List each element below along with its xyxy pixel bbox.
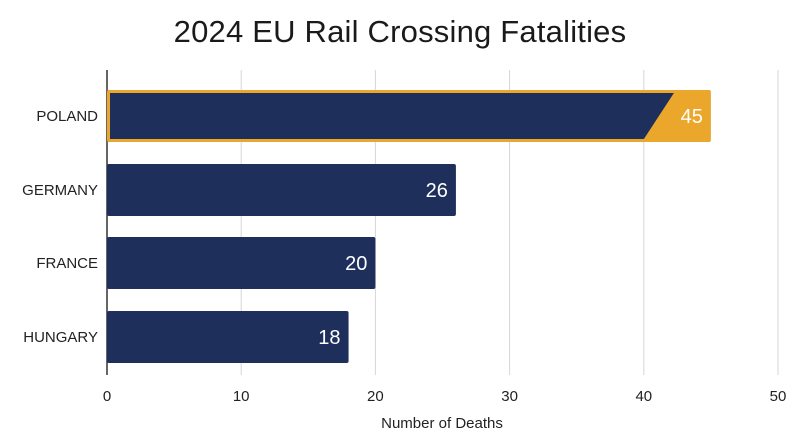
bar-layer [107, 90, 711, 363]
category-label-france: FRANCE [36, 255, 98, 272]
bar-hungary [107, 311, 349, 363]
x-tick-label-50: 50 [770, 388, 787, 405]
chart-title: 2024 EU Rail Crossing Fatalities [173, 14, 627, 49]
category-label-hungary: HUNGARY [23, 329, 98, 346]
value-label-france: 20 [345, 253, 367, 275]
bar-france [107, 237, 376, 289]
category-label-poland: POLAND [36, 108, 98, 125]
label-layer: 0 10 20 30 40 50 45 POLAND 26 GERMANY 20 FRANCE 18 HU… [22, 106, 786, 405]
bar-germany [107, 164, 456, 216]
x-tick-label-10: 10 [233, 388, 250, 405]
x-tick-label-40: 40 [635, 388, 652, 405]
bar-poland-inner [110, 93, 674, 139]
value-label-poland: 45 [681, 106, 703, 128]
value-label-hungary: 18 [318, 327, 340, 349]
x-tick-label-20: 20 [367, 388, 384, 405]
x-tick-label-0: 0 [103, 388, 111, 405]
category-label-germany: GERMANY [22, 182, 98, 199]
value-label-germany: 26 [426, 180, 448, 202]
x-axis-title: Number of Deaths [381, 415, 503, 432]
x-tick-label-30: 30 [501, 388, 518, 405]
